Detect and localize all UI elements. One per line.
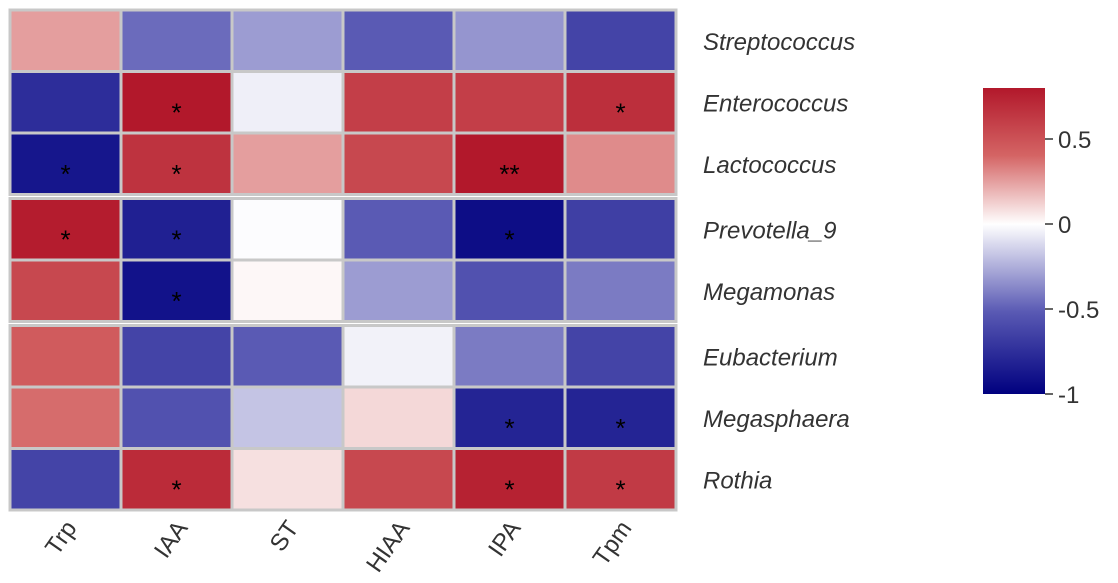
row-label: Megasphaera [703, 406, 850, 433]
heatmap-cell [119, 324, 234, 389]
heatmap-cell [341, 258, 456, 323]
column-label: Tpm [588, 516, 638, 571]
colorbar-tick-label: -1 [1058, 382, 1079, 409]
heatmap-cell [341, 385, 456, 450]
heatmap-cell [563, 8, 678, 73]
heatmap-cell [341, 447, 456, 512]
heatmap-cell [341, 324, 456, 389]
heatmap-cell [563, 447, 678, 512]
column-label: Trp [40, 516, 82, 560]
heatmap-cell [119, 385, 234, 450]
row-label: Megamonas [703, 279, 835, 306]
heatmap-cells [8, 8, 678, 512]
heatmap-cell [119, 258, 234, 323]
heatmap-cell [119, 447, 234, 512]
significance-mark: * [615, 97, 625, 127]
significance-mark: * [171, 159, 181, 189]
significance-mark: * [171, 97, 181, 127]
heatmap-cell [341, 8, 456, 73]
colorbar-gradient [983, 88, 1045, 394]
column-label: IAA [149, 516, 193, 563]
heatmap-cell [8, 447, 123, 512]
heatmap-cell [8, 197, 123, 262]
heatmap-cell [8, 8, 123, 73]
heatmap-cell [563, 131, 678, 196]
significance-marks: * ** * *** * *** ** * * [60, 97, 625, 504]
colorbar-tick-label: 0 [1058, 212, 1071, 239]
heatmap-cell [452, 70, 567, 135]
colorbar-tick-label: 0.5 [1058, 127, 1091, 154]
row-labels: Streptococcus Enterococcus Lactococcus Prev… [703, 29, 855, 495]
row-label: Enterococcus [703, 90, 848, 117]
colorbar-ticks: 0.5 0 -0.5 -1 [1045, 127, 1099, 409]
column-label: HIAA [361, 516, 415, 577]
heatmap-cell [341, 131, 456, 196]
column-labels: Trp IAA ST HIAA IPA Tpm [40, 516, 637, 578]
heatmap-cell [119, 8, 234, 73]
heatmap-cell [452, 324, 567, 389]
heatmap-cell [452, 258, 567, 323]
significance-mark: * [60, 159, 70, 189]
significance-mark: * [171, 286, 181, 316]
significance-mark: ** [499, 159, 519, 189]
heatmap-cell [452, 447, 567, 512]
heatmap-cell [8, 324, 123, 389]
significance-mark: * [615, 413, 625, 443]
row-label: Eubacterium [703, 344, 838, 371]
heatmap-cell [230, 197, 345, 262]
heatmap-cell [8, 131, 123, 196]
row-label: Streptococcus [703, 29, 855, 56]
colorbar-tick-label: -0.5 [1058, 297, 1099, 324]
colorbar: 0.5 0 -0.5 -1 [983, 88, 1099, 409]
significance-mark: * [171, 474, 181, 504]
heatmap-cell [8, 385, 123, 450]
significance-mark: * [504, 413, 514, 443]
heatmap-cell [563, 324, 678, 389]
heatmap-cell [452, 131, 567, 196]
row-label: Lactococcus [703, 152, 836, 179]
heatmap-cell [230, 131, 345, 196]
significance-mark: * [504, 224, 514, 254]
heatmap-cell [8, 70, 123, 135]
column-label: ST [265, 516, 305, 557]
significance-mark: * [171, 224, 181, 254]
significance-mark: * [615, 474, 625, 504]
row-label: Prevotella_9 [703, 217, 836, 244]
heatmap-cell [341, 197, 456, 262]
significance-mark: * [60, 224, 70, 254]
row-label: Rothia [703, 467, 772, 494]
heatmap-cell [341, 70, 456, 135]
heatmap-cell [230, 447, 345, 512]
heatmap-cell [230, 324, 345, 389]
heatmap-cell [563, 197, 678, 262]
heatmap-cell [452, 385, 567, 450]
heatmap-cell [230, 385, 345, 450]
heatmap-cell [563, 258, 678, 323]
heatmap-cell [8, 258, 123, 323]
heatmap-cell [563, 385, 678, 450]
significance-mark: * [504, 474, 514, 504]
heatmap-cell [230, 8, 345, 73]
heatmap-cell [452, 197, 567, 262]
heatmap-cell [452, 8, 567, 73]
heatmap-cell [230, 70, 345, 135]
column-label: IPA [483, 516, 526, 562]
heatmap-cell [230, 258, 345, 323]
